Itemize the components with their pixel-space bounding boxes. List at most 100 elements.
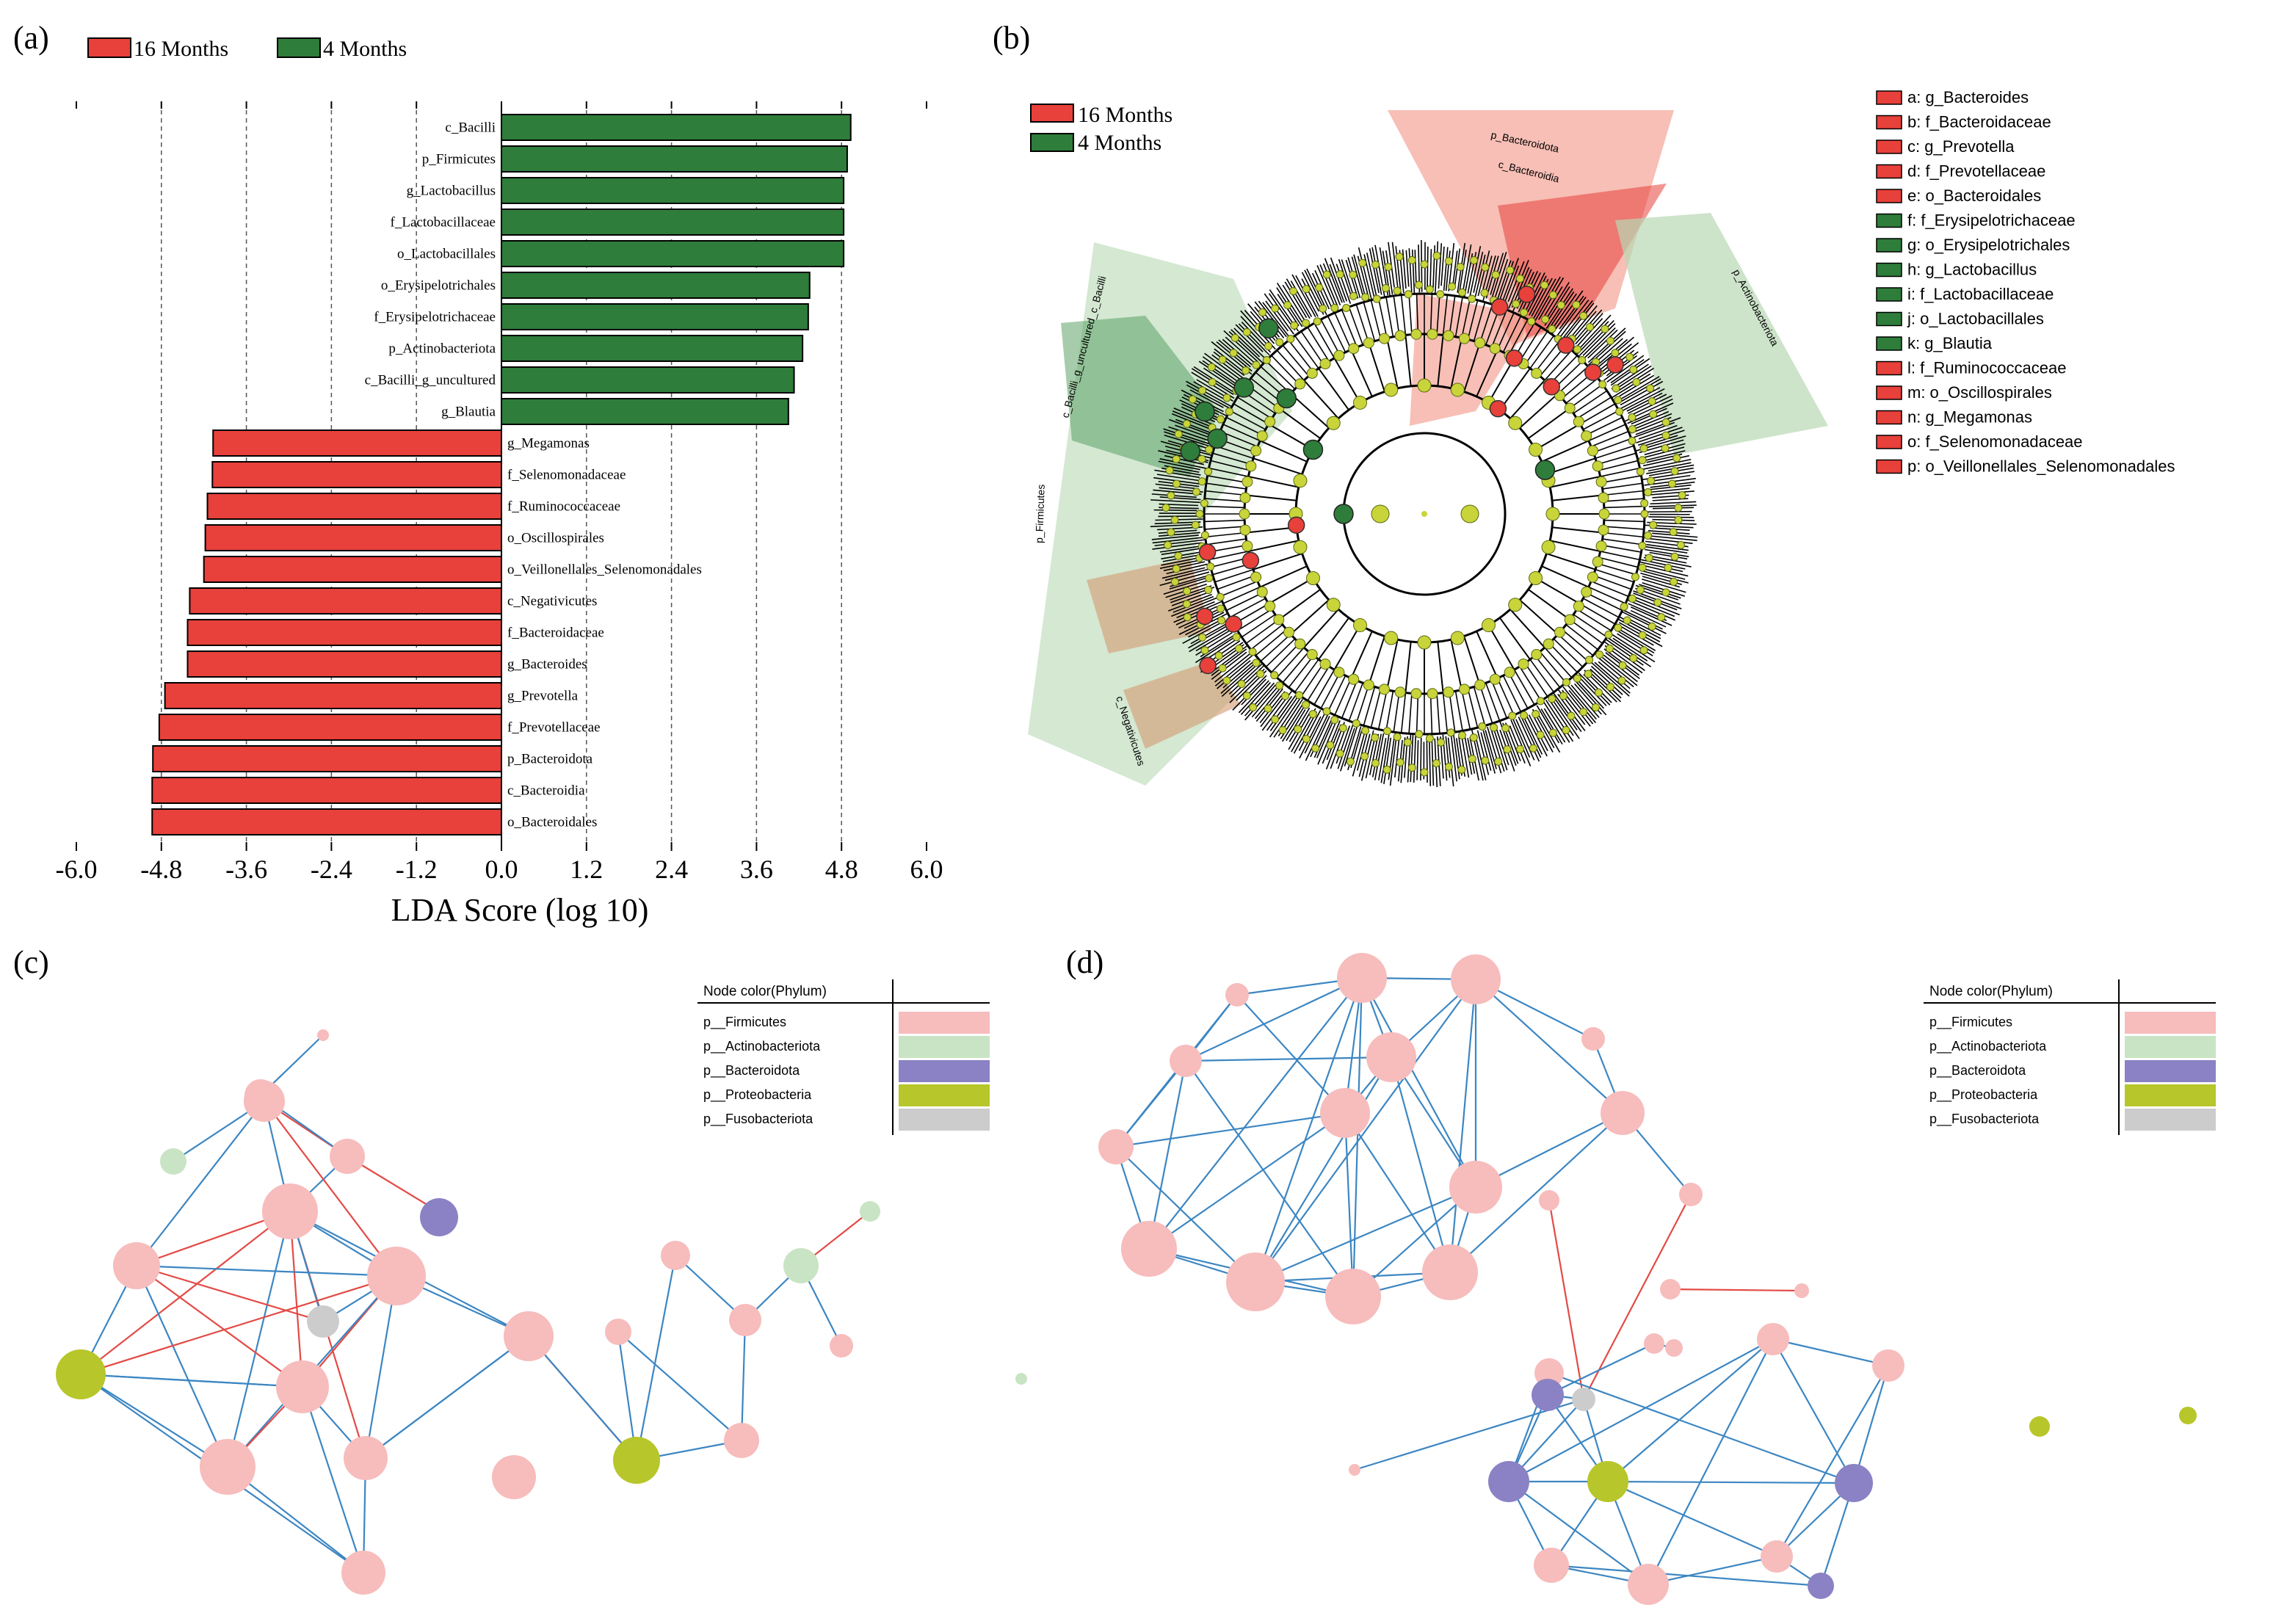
bar-f_Prevotellaceae — [158, 714, 502, 741]
tree-branch — [1476, 730, 1490, 775]
tree-branch — [1220, 662, 1256, 695]
node-4-months — [1302, 439, 1324, 460]
bar-label: o_Lactobacillales — [397, 247, 496, 262]
positive-edge — [528, 1335, 637, 1461]
bar-o_Veillonellales_Selenomonadales — [203, 556, 502, 583]
leaf-node — [1289, 287, 1298, 296]
clade-node — [1581, 586, 1592, 598]
tree-branch — [1635, 599, 1675, 617]
leaf-node — [1661, 588, 1670, 597]
tree-branch — [1627, 394, 1667, 414]
leaf-node — [1614, 396, 1623, 405]
tree-branch — [1447, 737, 1454, 787]
leaf-node — [1207, 363, 1216, 371]
legend-b: 16 Months 4 Months — [1030, 103, 1173, 155]
tree-branch — [1601, 544, 1642, 553]
leaf-node — [1536, 697, 1545, 706]
tree-branch — [1617, 378, 1661, 405]
tree-branch — [1646, 543, 1689, 551]
clade-node — [1508, 416, 1523, 430]
leaf-node — [1548, 695, 1556, 703]
clade-node — [1394, 330, 1406, 341]
positive-edge — [1254, 977, 1363, 1283]
network-node — [504, 1311, 554, 1361]
legend-phylum-swatch — [2125, 1036, 2216, 1058]
tree-branch — [1355, 304, 1370, 344]
tree-branch — [1458, 250, 1467, 293]
tree-branch — [1158, 460, 1200, 471]
tree-branch — [1211, 354, 1244, 379]
tree-branch — [1393, 739, 1400, 778]
node-4-months — [1180, 441, 1200, 462]
leaf-node — [1371, 733, 1380, 742]
clade-node — [1474, 337, 1486, 349]
network-node — [1794, 1283, 1809, 1298]
clade-node — [1545, 507, 1560, 521]
sector-actinobacteriota — [1615, 213, 1828, 455]
negative-edge — [80, 1275, 397, 1376]
tree-branch — [1356, 733, 1368, 771]
tree-branch — [1416, 693, 1419, 734]
leaf-node — [1275, 338, 1284, 347]
node-16-months — [1543, 378, 1560, 396]
tree-branch — [1338, 258, 1352, 298]
clade-node — [1587, 571, 1598, 583]
tree-branch — [1235, 324, 1264, 352]
x-tick-label: -3.6 — [225, 855, 267, 884]
tree-branch — [1203, 367, 1238, 391]
tree-branch — [1290, 599, 1330, 635]
leaf-node — [1615, 407, 1624, 416]
tree-branch — [1623, 609, 1663, 630]
clade-node — [1410, 688, 1422, 700]
tree-branch — [1618, 387, 1661, 410]
leaf-node — [1204, 467, 1213, 476]
leaf-node — [1437, 738, 1446, 747]
tree-branch — [1565, 377, 1598, 404]
leaf-node — [1170, 577, 1179, 586]
leaf-node — [1242, 692, 1251, 700]
tree-branch — [1509, 609, 1545, 648]
tree-branch — [1583, 674, 1612, 703]
leaf-node — [1256, 670, 1265, 678]
leaf-node — [1371, 260, 1380, 269]
panel-a-label: (a) — [13, 20, 49, 56]
network-node — [1422, 1244, 1478, 1300]
clade-legend-swatch — [1876, 360, 1902, 376]
network-node — [1628, 1564, 1669, 1605]
tree-branch — [1391, 242, 1399, 289]
leaf-node — [1631, 573, 1639, 581]
tree-branch — [1293, 711, 1318, 754]
panel-b-cladogram: (b) 16 Months 4 Months p_Bacteroidota c_… — [993, 20, 2175, 788]
bar-label: f_Lactobacillaceae — [391, 215, 496, 231]
tree-branch — [1437, 335, 1444, 387]
tree-branch — [1307, 327, 1330, 362]
tree-branch — [1255, 628, 1287, 656]
leaf-node — [1192, 487, 1200, 496]
tree-branch — [1172, 410, 1214, 429]
clade-legend-swatch — [1876, 238, 1902, 253]
tree-branch — [1630, 609, 1667, 628]
tree-branch — [1562, 686, 1594, 725]
network-node — [1349, 1464, 1360, 1476]
clade-node — [1264, 601, 1276, 612]
tree-branch — [1524, 330, 1548, 366]
tree-branch — [1351, 256, 1365, 301]
leaf-node — [1248, 648, 1257, 656]
positive-edge — [1508, 1338, 1774, 1482]
positive-edge — [1115, 1146, 1256, 1283]
clade-node — [1443, 686, 1454, 698]
tree-branch — [1277, 294, 1300, 327]
x-tick-label: 1.2 — [570, 855, 603, 884]
leaf-node — [1432, 759, 1440, 768]
clade-node — [1239, 492, 1251, 504]
leaf-node — [1278, 725, 1287, 734]
leaf-node — [1649, 410, 1658, 418]
tree-branch — [1316, 722, 1333, 758]
leaf-node — [1315, 283, 1324, 292]
tree-branch — [1548, 642, 1578, 673]
bar-o_Lactobacillales — [501, 240, 845, 267]
x-tick-label: 4.8 — [825, 855, 858, 884]
tree-branch — [1182, 620, 1226, 645]
tree-branch — [1606, 355, 1645, 383]
tree-branch — [1366, 253, 1377, 296]
